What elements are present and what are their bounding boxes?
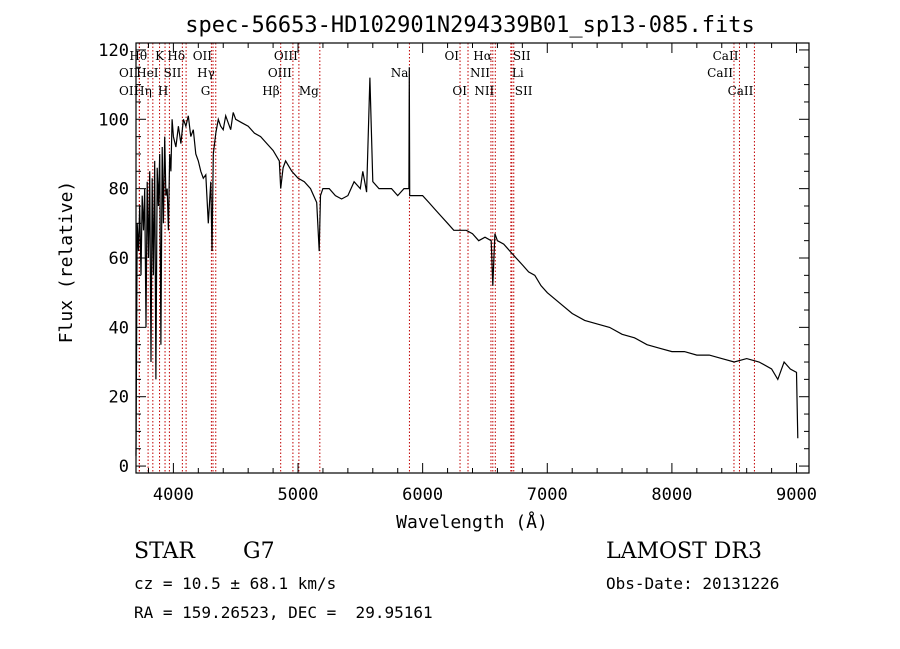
x-tick-label-1: 5000 <box>278 485 319 505</box>
object-subclass: G7 <box>243 539 275 564</box>
y-tick-label-6: 120 <box>98 41 129 61</box>
x-tick-label-0: 4000 <box>153 485 194 505</box>
line-label-27: CaII <box>728 84 754 98</box>
line-label-9: G <box>201 84 211 98</box>
y-tick-label-5: 100 <box>98 110 129 130</box>
line-label-25: CaII <box>707 66 733 80</box>
y-tick-label-2: 40 <box>109 318 129 338</box>
line-label-11: Hγ <box>197 66 215 80</box>
y-tick-label-4: 80 <box>109 180 129 200</box>
line-label-23: SII <box>513 49 531 63</box>
line-label-20: Hα <box>473 49 492 63</box>
line-label-12: Hβ <box>262 84 279 98</box>
line-label-10: OII <box>193 49 213 63</box>
survey-name: LAMOST DR3 <box>606 539 762 564</box>
x-axis-ticks: 4000 5000 6000 7000 8000 9000 <box>147 43 817 505</box>
spectrum-line <box>135 67 799 456</box>
y-tick-label-0: 0 <box>119 457 129 477</box>
y-axis-ticks: 0 20 40 60 80 100 120 <box>98 41 809 477</box>
y-tick-label-1: 20 <box>109 388 129 408</box>
line-label-3: OII <box>119 84 139 98</box>
line-label-13: OIII <box>268 66 292 80</box>
line-label-21: NII <box>474 84 494 98</box>
spectral-line-labels: HθHηOIIOIIHeIKHSIIHδGOIIHγHβOIIIOIIIMgNa… <box>119 49 754 98</box>
line-label-16: Na <box>391 66 409 80</box>
spectral-line-markers <box>138 43 755 473</box>
line-label-19: NII <box>470 66 490 80</box>
plot-frame <box>135 42 810 474</box>
x-tick-label-5: 9000 <box>776 485 817 505</box>
line-label-1: Hη <box>134 84 152 98</box>
line-label-17: OI <box>444 49 459 63</box>
coordinates: RA = 159.26523, DEC = 29.95161 <box>134 603 433 622</box>
x-tick-label-3: 7000 <box>527 485 568 505</box>
line-label-6: H <box>158 84 168 98</box>
y-axis-label: Flux (relative) <box>56 181 77 344</box>
line-label-4: HeI <box>136 66 159 80</box>
y-tick-label-3: 60 <box>109 249 129 269</box>
x-axis-label: Wavelength (Å) <box>396 511 548 533</box>
x-tick-label-4: 8000 <box>651 485 692 505</box>
line-label-7: SII <box>164 66 182 80</box>
redshift-velocity: cz = 10.5 ± 68.1 km/s <box>134 574 337 593</box>
line-label-18: OI <box>452 84 467 98</box>
line-label-8: Hδ <box>167 49 185 63</box>
chart-title: spec-56653-HD102901N294339B01_sp13-085.f… <box>185 13 755 38</box>
line-label-14: OIII <box>274 49 298 63</box>
line-label-26: CaII <box>713 49 739 63</box>
observation-date: Obs-Date: 20131226 <box>606 574 780 593</box>
line-label-5: K <box>155 49 165 63</box>
line-label-0: Hθ <box>129 49 147 63</box>
line-label-2: OII <box>119 66 139 80</box>
line-label-22: Li <box>512 66 524 80</box>
x-tick-label-2: 6000 <box>402 485 443 505</box>
line-label-15: Mg <box>299 84 319 98</box>
line-label-24: SII <box>515 84 533 98</box>
object-class: STAR <box>134 539 195 564</box>
